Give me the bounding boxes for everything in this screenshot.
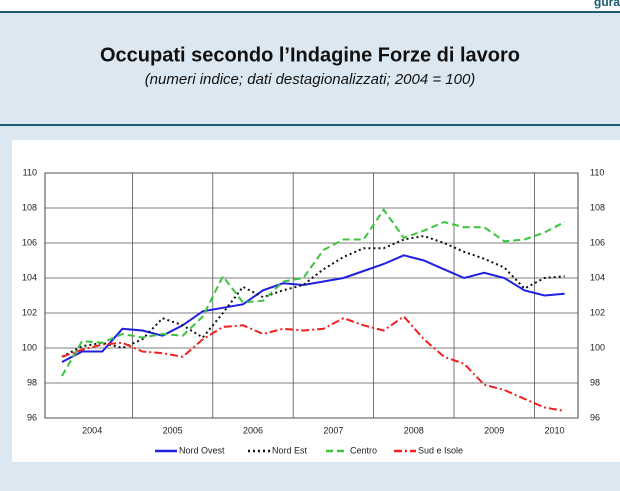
series-line	[61, 315, 565, 412]
y-tick-label: 96	[27, 412, 37, 422]
legend-label: Sud e Isole	[418, 445, 463, 455]
y-tick-label: 110	[23, 167, 37, 177]
legend-label: Nord Ovest	[179, 445, 225, 455]
y2-tick-label: 108	[590, 202, 605, 212]
chart-subtitle: (numeri indice; dati destagionalizzati; …	[145, 71, 476, 88]
chart-title: Occupati secondo l’Indagine Forze di lav…	[100, 44, 520, 66]
y-tick-label: 102	[22, 307, 37, 317]
x-tick-label: 2005	[163, 425, 183, 435]
y-tick-label: 108	[22, 202, 37, 212]
y2-tick-label: 106	[590, 237, 605, 247]
y2-tick-label: 100	[590, 342, 605, 352]
y-tick-label: 98	[27, 377, 37, 387]
y-tick-label: 106	[22, 237, 37, 247]
y2-tick-label: 98	[590, 377, 600, 387]
series-line	[61, 234, 565, 358]
y-tick-label: 100	[22, 342, 37, 352]
x-tick-label: 2007	[323, 425, 343, 435]
y-tick-label: 104	[22, 272, 37, 282]
x-tick-label: 2009	[484, 425, 504, 435]
figure-label: gura	[594, 0, 620, 9]
legend-label: Nord Est	[272, 445, 308, 455]
series-line	[61, 207, 566, 377]
y2-tick-label: 110	[590, 167, 604, 177]
x-tick-label: 2004	[82, 425, 102, 435]
chart-box	[12, 140, 620, 462]
x-tick-label: 2008	[404, 425, 424, 435]
y2-tick-label: 104	[590, 272, 605, 282]
y2-tick-label: 96	[590, 412, 600, 422]
x-tick-label: 2010	[544, 425, 564, 435]
series-line	[61, 254, 565, 363]
y2-tick-label: 102	[590, 307, 605, 317]
legend-label: Centro	[350, 445, 377, 455]
x-tick-label: 2006	[243, 425, 263, 435]
